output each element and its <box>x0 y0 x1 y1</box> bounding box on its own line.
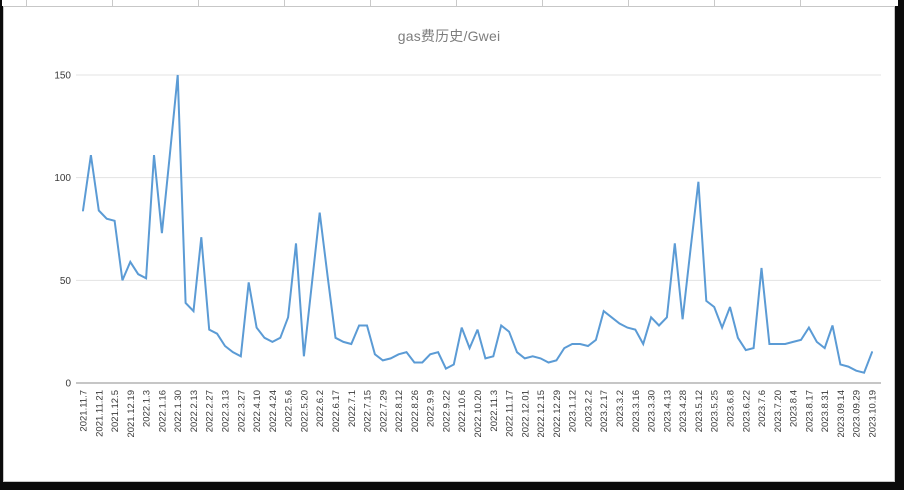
x-axis-tick-label: 2023.3.2 <box>615 390 626 427</box>
x-axis-tick-label: 2023.3.30 <box>647 390 658 432</box>
x-axis-tick-label: 2022.11.17 <box>505 390 516 437</box>
x-axis-tick-label: 2023.09.14 <box>836 390 847 438</box>
gas-history-chart: 0 50 100 150 2021.11.7 2021.11.21 2021.12.5 202… <box>54 71 881 438</box>
y-axis-tick-label: 50 <box>60 276 72 287</box>
x-axis-tick-label: 2022.4.24 <box>268 390 279 432</box>
chart-title: gas费历史/Gwei <box>397 28 501 44</box>
x-axis-tick-label: 2022.5.6 <box>284 390 295 427</box>
x-axis-tick-label: 2022.2.13 <box>189 390 200 432</box>
x-axis-tick-label: 2022.11.3 <box>489 390 500 432</box>
x-axis-tick-label: 2021.12.5 <box>110 390 121 432</box>
x-axis-tick-label: 2022.8.12 <box>394 390 405 432</box>
x-axis-tick-label: 2022.2.27 <box>205 390 216 432</box>
x-axis-tick-label: 2022.7.1 <box>347 390 358 427</box>
x-axis-tick-label: 2023.4.13 <box>662 390 673 432</box>
x-axis-tick-label: 2022.1.30 <box>173 390 184 432</box>
x-axis-tick-label: 2023.8.4 <box>789 390 800 427</box>
x-axis-tick-label: 2023.10.19 <box>868 390 879 438</box>
x-axis-tick-label: 2022.6.2 <box>315 390 326 427</box>
x-axis-tick-label: 2022.7.15 <box>363 390 374 432</box>
x-axis-tick-label: 2023.5.25 <box>710 390 721 432</box>
x-axis-tick-label: 2021.11.7 <box>79 390 90 432</box>
x-axis-tick-label: 2023.1.12 <box>568 390 579 432</box>
y-axis-tick-label: 100 <box>54 173 71 184</box>
x-axis-tick-label: 2022.1.3 <box>142 390 153 427</box>
x-axis-tick-label: 2022.10.6 <box>457 390 468 432</box>
x-axis-tick-label: 2023.2.2 <box>583 390 594 427</box>
chart-panel: gas费历史/Gwei 0 50 100 150 2021.11.7 2021.11.21… <box>3 6 895 482</box>
x-axis-tick-label: 2023.7.6 <box>757 390 768 427</box>
x-axis-tick-label: 2023.8.17 <box>804 390 815 432</box>
x-axis-tick-label: 2023.6.8 <box>725 390 736 427</box>
x-axis-tick-label: 2021.11.21 <box>94 390 105 437</box>
x-axis-tick-label: 2022.8.26 <box>410 390 421 432</box>
x-axis-tick-label: 2022.12.15 <box>536 390 547 438</box>
y-axis-tick-label: 0 <box>65 379 71 390</box>
x-axis-tick-label: 2022.12.29 <box>552 390 563 438</box>
x-axis-tick-label: 2022.3.13 <box>221 390 232 432</box>
x-axis-tick-label: 2023.2.17 <box>599 390 610 432</box>
x-axis-tick-label: 2022.4.10 <box>252 390 263 432</box>
gas-price-line <box>82 74 873 374</box>
x-axis-tick-label: 2022.12.01 <box>520 390 531 438</box>
x-axis-tick-label: 2023.5.12 <box>694 390 705 432</box>
x-axis-tick-label: 2023.4.28 <box>678 390 689 432</box>
x-axis-tick-label: 2021.12.19 <box>126 390 137 438</box>
x-axis-tick-label: 2022.1.16 <box>157 390 168 432</box>
x-axis-tick-label: 2023.6.22 <box>741 390 752 432</box>
spreadsheet-top-strip <box>2 0 898 6</box>
x-axis-tick-label: 2023.3.16 <box>631 390 642 432</box>
x-axis-tick-label: 2022.7.29 <box>378 390 389 432</box>
x-axis-tick-label: 2023.7.20 <box>773 390 784 432</box>
x-axis-tick-label: 2022.3.27 <box>236 390 247 432</box>
x-axis-tick-label: 2022.6.17 <box>331 390 342 432</box>
x-axis-tick-label: 2022.10.20 <box>473 390 484 438</box>
x-axis-tick-label: 2023.09.29 <box>852 390 863 438</box>
y-axis-tick-label: 150 <box>54 71 71 82</box>
x-axis-tick-label: 2022.9.9 <box>426 390 437 427</box>
x-axis-tick-label: 2023.8.31 <box>820 390 831 432</box>
x-axis-tick-label: 2022.5.20 <box>299 390 310 432</box>
x-axis-tick-label: 2022.9.22 <box>441 390 452 432</box>
